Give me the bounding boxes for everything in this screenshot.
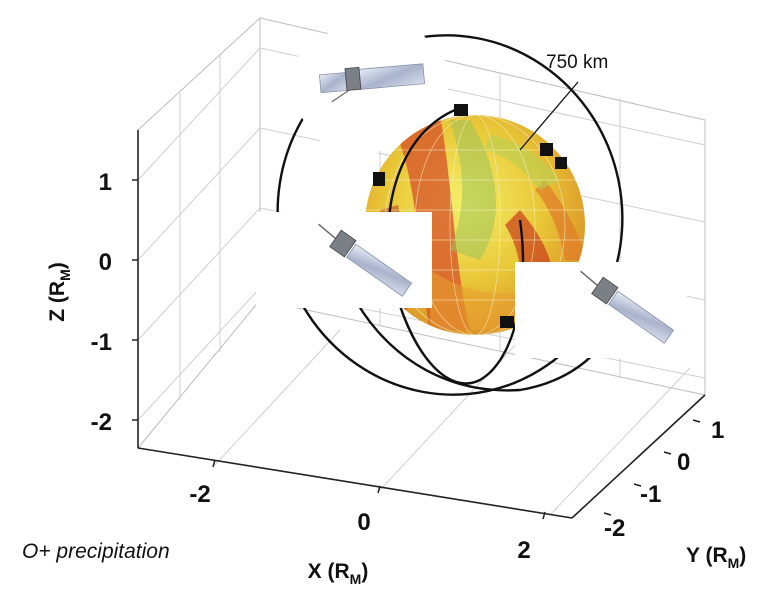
z-tick-label: -1 [91, 329, 112, 356]
y-tick-label: -1 [640, 481, 661, 508]
y-axis-ticks: 1 0 -1 -2 [603, 417, 724, 542]
x-tick-label: -2 [189, 481, 210, 508]
y-tick-label: -2 [604, 515, 625, 542]
caption: O+ precipitation [22, 540, 170, 563]
x-axis-ticks: -2 0 2 [189, 459, 546, 564]
x-axis-label: X (RM) [308, 560, 369, 587]
z-axis-ticks: 1 0 -1 -2 [91, 169, 138, 436]
x-tick-label: 2 [517, 537, 530, 564]
satellite-icon [515, 262, 687, 358]
z-tick-label: -2 [91, 409, 112, 436]
z-axis-label: Z (RM) [46, 262, 73, 322]
z-tick-label: 0 [99, 249, 112, 276]
altitude-annotation: 750 km [546, 52, 608, 73]
satellite-icon [270, 0, 460, 178]
z-tick-label: 1 [99, 169, 112, 196]
satellite-icon [256, 212, 432, 308]
annotation-leader [519, 81, 579, 151]
axis-frame [137, 130, 706, 519]
y-tick-label: 1 [711, 417, 724, 444]
orbit-markers [373, 104, 567, 328]
y-axis-label: Y (RM) [686, 544, 746, 571]
y-tick-label: 0 [677, 449, 690, 476]
x-tick-label: 0 [357, 509, 370, 536]
